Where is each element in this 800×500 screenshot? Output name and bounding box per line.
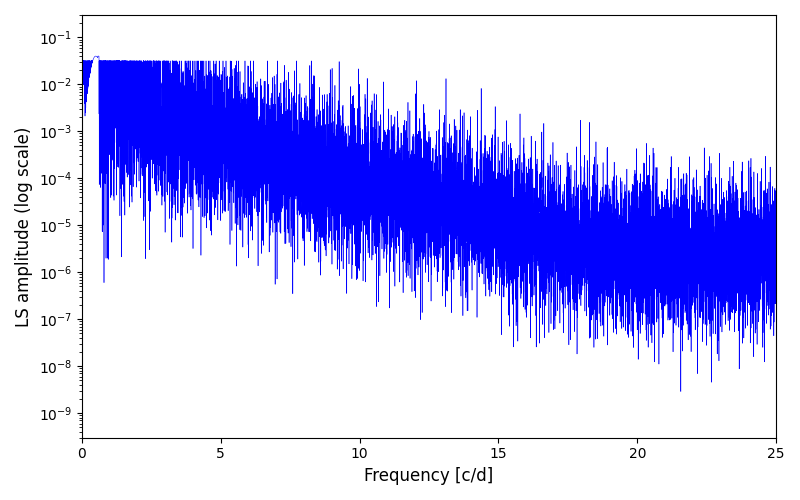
Y-axis label: LS amplitude (log scale): LS amplitude (log scale) [15, 126, 33, 326]
X-axis label: Frequency [c/d]: Frequency [c/d] [364, 467, 494, 485]
